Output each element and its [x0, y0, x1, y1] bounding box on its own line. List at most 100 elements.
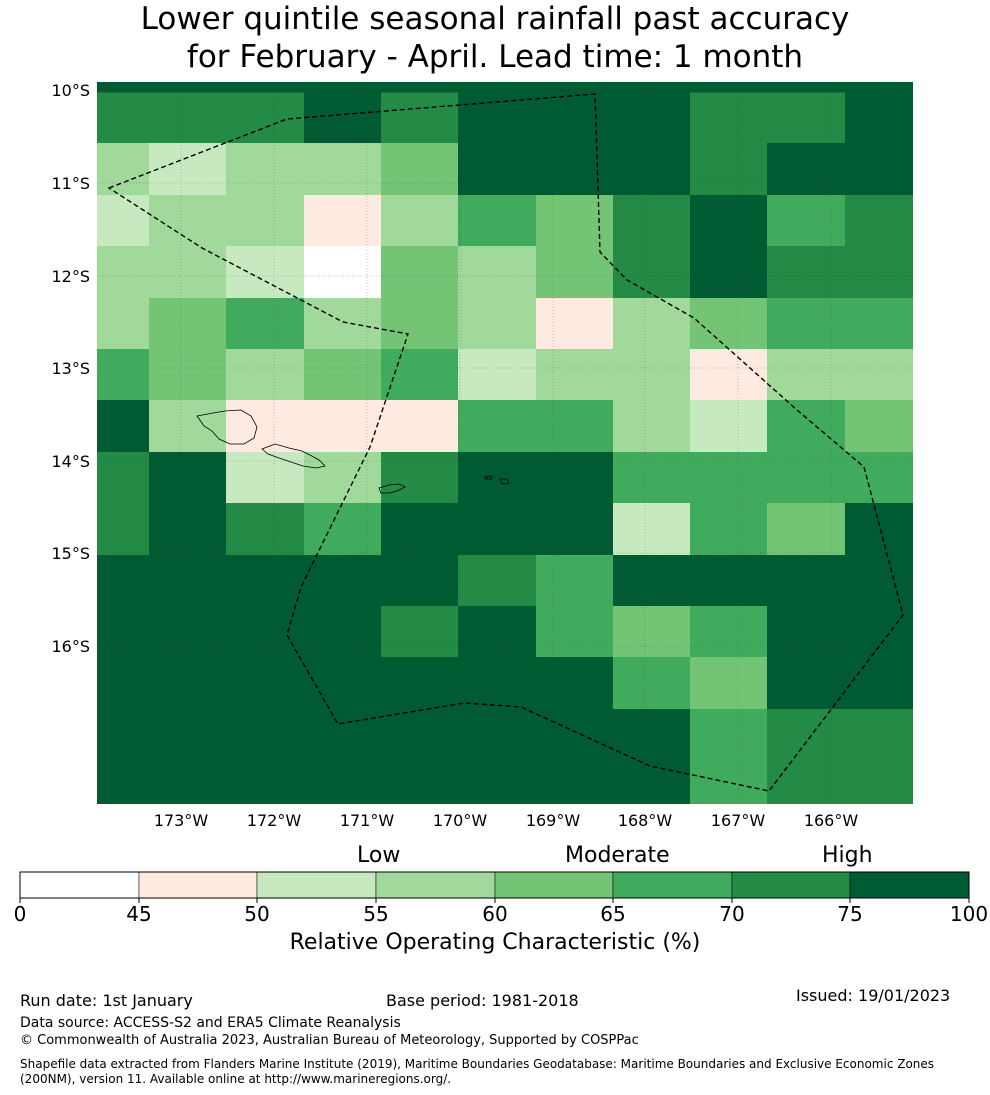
lon-label-170w: 170°W — [432, 811, 488, 830]
tick-label-75: 75 — [837, 902, 862, 926]
grid-cell — [536, 246, 614, 299]
grid-cell — [458, 92, 537, 144]
grid-cell — [97, 349, 150, 401]
grid-cell — [226, 143, 305, 196]
lon-label-169w: 169°W — [525, 811, 581, 830]
grid-cell — [767, 246, 846, 299]
colorbar-legend: 0 45 50 55 60 65 70 75 100 — [14, 871, 988, 926]
grid-cell — [458, 298, 537, 350]
grid-cell — [845, 195, 913, 247]
grid-cell — [613, 82, 691, 93]
tutuila-island — [378, 483, 406, 494]
grid-cell — [458, 349, 537, 401]
grid-cell — [536, 606, 614, 658]
grid-cell — [690, 143, 768, 196]
grid-cell — [845, 555, 913, 607]
tick-label-70: 70 — [719, 902, 744, 926]
legend-high-label: High — [822, 843, 873, 868]
grid-cell — [149, 452, 227, 504]
grid-cell — [381, 298, 459, 350]
grid-cells — [97, 82, 913, 804]
grid-cell — [97, 606, 150, 658]
grid-cell — [767, 606, 846, 658]
grid-cell — [845, 246, 913, 299]
grid-cell — [458, 503, 537, 556]
grid-cell — [690, 452, 768, 504]
grid-cell — [304, 452, 382, 504]
grid-cell — [536, 143, 614, 196]
colorbar-swatch — [612, 871, 733, 899]
grid-cell — [97, 246, 150, 299]
grid-cell — [845, 606, 913, 658]
lon-label-171w: 171°W — [339, 811, 395, 830]
grid-cell — [690, 555, 768, 607]
grid-cell — [149, 555, 227, 607]
grid-cell — [767, 709, 846, 804]
lat-label-10s: 10°S — [51, 81, 90, 100]
grid-cell — [845, 657, 913, 710]
grid-cell — [149, 400, 227, 453]
grid-cell — [767, 298, 846, 350]
tick-label-0: 0 — [14, 902, 27, 926]
grid-cell — [458, 400, 537, 453]
grid-cell — [690, 657, 768, 710]
copyright: © Commonwealth of Australia 2023, Austra… — [20, 1033, 639, 1048]
lon-label-167w: 167°W — [710, 811, 766, 830]
grid-cell — [97, 143, 150, 196]
grid-cell — [149, 709, 227, 804]
lat-label-16s: 16°S — [51, 637, 90, 656]
grid-cell — [613, 503, 691, 556]
grid-cell — [149, 82, 227, 93]
lat-label-12s: 12°S — [51, 267, 90, 286]
grid-cell — [226, 657, 305, 710]
grid-cell — [381, 400, 459, 453]
rainfall-accuracy-map — [97, 82, 913, 804]
colorbar-swatch — [375, 871, 496, 899]
chart-title: Lower quintile seasonal rainfall past ac… — [0, 0, 990, 76]
grid-cell — [381, 657, 459, 710]
manua-island — [499, 478, 510, 485]
grid-cell — [304, 82, 382, 93]
grid-cell — [613, 92, 691, 144]
title-line-1: Lower quintile seasonal rainfall past ac… — [140, 1, 850, 37]
grid-cell — [97, 298, 150, 350]
grid-cell — [845, 349, 913, 401]
legend-title: Relative Operating Characteristic (%) — [289, 930, 701, 955]
grid-cell — [97, 82, 150, 93]
grid-cell — [149, 349, 227, 401]
grid-cell — [767, 143, 846, 196]
grid-cell — [458, 143, 537, 196]
grid-cell — [767, 657, 846, 710]
grid-cell — [536, 82, 614, 93]
graticule — [97, 82, 913, 804]
grid-cell — [381, 606, 459, 658]
grid-cell — [458, 555, 537, 607]
grid-cell — [304, 503, 382, 556]
grid-cell — [458, 246, 537, 299]
grid-cell — [97, 709, 150, 804]
grid-cell — [767, 82, 846, 93]
grid-cell — [690, 246, 768, 299]
lon-label-172w: 172°W — [246, 811, 302, 830]
grid-cell — [381, 452, 459, 504]
grid-cell — [613, 555, 691, 607]
grid-cell — [536, 195, 614, 247]
tick-label-55: 55 — [363, 902, 388, 926]
tick-label-65: 65 — [600, 902, 625, 926]
grid-cell — [613, 246, 691, 299]
grid-cell — [845, 92, 913, 144]
grid-cell — [226, 246, 305, 299]
grid-cell — [458, 195, 537, 247]
lon-label-166w: 166°W — [803, 811, 859, 830]
upolu-island — [261, 443, 326, 469]
grid-cell — [458, 82, 537, 93]
grid-cell — [613, 195, 691, 247]
colorbar-swatch — [494, 871, 614, 899]
grid-cell — [304, 246, 382, 299]
colorbar-swatch — [256, 871, 377, 899]
grid-cell — [845, 709, 913, 804]
lat-label-11s: 11°S — [51, 174, 90, 193]
grid-cell — [767, 555, 846, 607]
grid-cell — [149, 195, 227, 247]
manua-island-2 — [484, 475, 493, 480]
